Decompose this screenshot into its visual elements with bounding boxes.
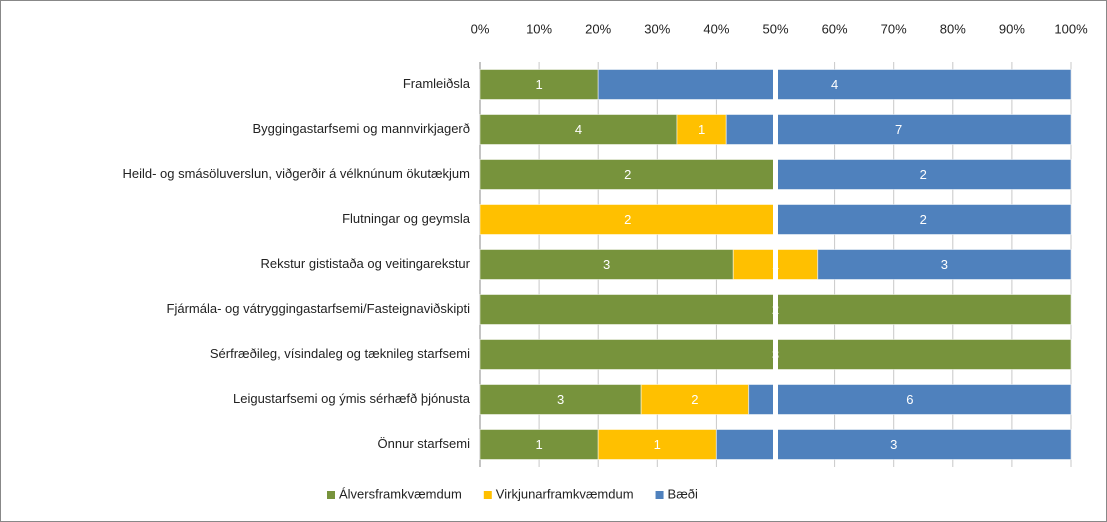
data-label: 6: [906, 392, 913, 407]
x-tick-label: 80%: [940, 21, 966, 36]
data-label: 2: [624, 167, 631, 182]
data-label: 4: [831, 77, 838, 92]
bar-segment: [640, 384, 750, 415]
y-tick-label: Framleiðsla: [403, 76, 471, 91]
bar-segment: [479, 114, 678, 145]
y-tick-label: Leigustarfsemi og ýmis sérhæfð þjónusta: [233, 391, 471, 406]
y-tick-label: Fjármála- og vátryggingastarfsemi/Fastei…: [167, 301, 471, 316]
bar-segment: [479, 384, 642, 415]
x-tick-label: 20%: [585, 21, 611, 36]
data-label: 2: [691, 392, 698, 407]
data-label: 1: [535, 77, 542, 92]
y-tick-label: Sérfræðileg, vísindaleg og tæknileg star…: [210, 346, 470, 361]
x-tick-label: 100%: [1054, 21, 1088, 36]
data-label: 3: [941, 257, 948, 272]
data-label: 2: [624, 212, 631, 227]
y-tick-label: Flutningar og geymsla: [342, 211, 471, 226]
legend-label: Virkjunarframkvæmdum: [496, 486, 634, 501]
bar-segment: [817, 249, 1072, 280]
legend-label: Bæði: [668, 486, 698, 501]
bar-segment: [676, 114, 727, 145]
x-tick-label: 0%: [471, 21, 490, 36]
data-label: 3: [557, 392, 564, 407]
x-tick-label: 40%: [703, 21, 729, 36]
x-tick-label: 90%: [999, 21, 1025, 36]
legend-swatch: [483, 491, 492, 499]
data-label: 1: [698, 122, 705, 137]
x-tick-label: 30%: [644, 21, 670, 36]
y-tick-label: Byggingastarfsemi og mannvirkjagerð: [253, 121, 471, 136]
data-label: 2: [920, 167, 927, 182]
bar-segment: [479, 159, 776, 190]
data-label: 1: [654, 437, 661, 452]
data-label: 7: [895, 122, 902, 137]
x-tick-label: 70%: [881, 21, 907, 36]
x-tick-label: 60%: [822, 21, 848, 36]
data-label: 2: [920, 212, 927, 227]
x-tick-label: 50%: [762, 21, 788, 36]
x-tick-label: 10%: [526, 21, 552, 36]
bar-segment: [725, 114, 1072, 145]
legend-swatch: [327, 491, 335, 499]
bar-segment: [479, 429, 599, 460]
legend-label: Álversframkvæmdum: [339, 486, 462, 501]
bar-segment: [479, 69, 599, 100]
data-label: 3: [890, 437, 897, 452]
legend-swatch: [655, 491, 664, 499]
bar-segment: [597, 69, 1072, 100]
data-label: 1: [535, 437, 542, 452]
bar-segment: [775, 159, 1072, 190]
bar-segment: [748, 384, 1072, 415]
y-tick-label: Rekstur gististaða og veitingarekstur: [260, 256, 470, 271]
data-label: 4: [575, 122, 582, 137]
data-label: 3: [603, 257, 610, 272]
bar-segment: [479, 249, 734, 280]
bar-segment: [479, 204, 776, 235]
y-tick-label: Heild- og smásöluverslun, viðgerðir á vé…: [122, 166, 470, 181]
y-tick-label: Önnur starfsemi: [378, 436, 471, 451]
bar-segment: [597, 429, 717, 460]
bar-segment: [775, 204, 1072, 235]
